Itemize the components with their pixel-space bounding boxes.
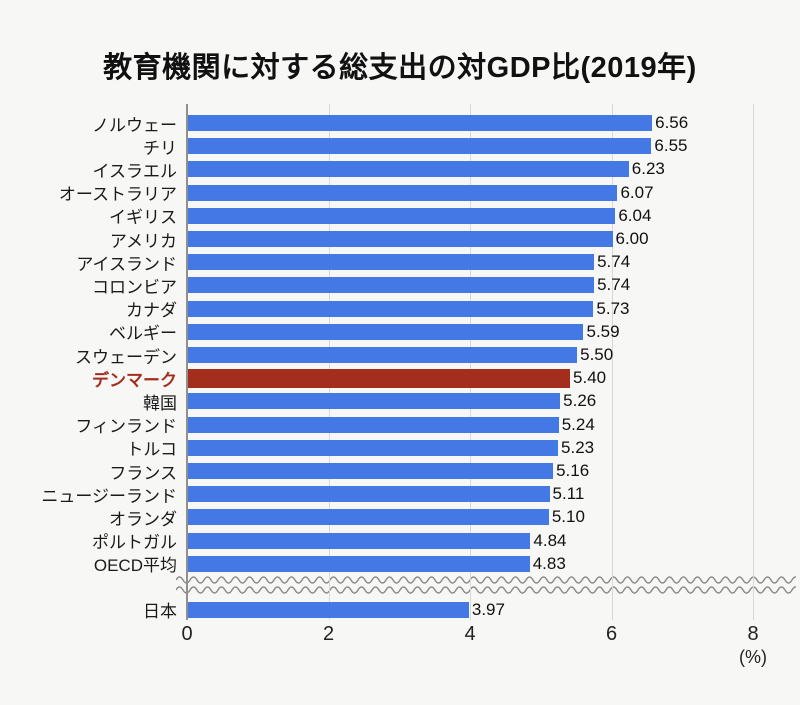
bar-label: オーストラリア [58,185,177,205]
y-axis-line [186,104,188,620]
bar-row: オランダ 5.10 [0,506,796,529]
bar-row: アイスランド 5.74 [0,251,796,274]
gridline [611,104,613,620]
bar-row: ノルウェー 6.56 [0,112,796,135]
bar-row: ベルギー 5.59 [0,320,796,344]
bar [188,509,549,526]
bar-label: アメリカ [109,231,177,251]
bar-label: フィンランド [75,417,177,437]
bar-row: フィンランド 5.24 [0,413,796,437]
bar-label: 日本 [143,602,177,622]
bar [188,300,594,317]
x-axis-tick-label: 0 [181,623,193,645]
bar [188,184,618,201]
bar [188,254,595,271]
bar-value-label: 5.11 [552,484,585,504]
x-axis-tick-label: 6 [605,623,618,645]
bar-row: フランス 5.16 [0,460,796,483]
bar [188,323,584,340]
bar [188,368,571,388]
bar [188,463,554,480]
bar-value-label: 6.00 [615,229,649,249]
bar-row: イスラエル 6.23 [0,158,796,181]
bar-value-label: 5.40 [573,368,607,388]
bar-value-label: 5.23 [561,437,595,457]
bar-row: トルコ 5.23 [0,436,796,460]
bar-row: 韓国 5.26 [0,390,796,413]
bar-value-label: 5.74 [597,275,631,295]
bar-label: ポルトガル [92,533,177,553]
bar-row: コロンビア 5.74 [0,274,796,297]
bar [188,161,629,178]
bar [188,115,653,132]
x-axis-unit-label: (%) [739,647,767,667]
bar [188,207,616,224]
bar-row: スウェーデン 5.50 [0,344,796,367]
bar [188,393,561,410]
bar-value-label: 5.73 [596,298,630,318]
bar-label: チリ [143,138,177,158]
bar-value-label: 6.55 [654,136,688,156]
bar-label: 韓国 [143,393,177,413]
bar-label: ベルギー [109,324,177,344]
bar-value-label: 4.83 [532,553,566,573]
axis-break-wave [176,576,796,594]
bar-label: アイスランド [76,254,177,274]
bar-row: 日本 3.97 [0,598,796,622]
bar-label: イスラエル [92,161,178,181]
bar-value-label: 5.74 [597,252,631,272]
bar [188,439,559,456]
x-axis-tick-label: 4 [464,623,476,645]
bar-label: コロンビア [92,277,177,297]
bar-value-label: 6.56 [655,113,689,133]
bar-value-label: 5.24 [561,414,595,434]
bar-label: カナダ [126,301,177,321]
bar-row: アメリカ 6.00 [0,228,796,251]
bar-row: オーストラリア 6.07 [0,181,796,205]
bar [188,231,613,248]
bar [188,555,530,572]
bar-value-label: 4.84 [533,530,567,550]
bar [188,532,531,549]
bar-value-label: 5.26 [563,391,597,411]
bar [188,138,652,155]
bar-row: OECD平均 4.83 [0,552,796,576]
bar-row: イギリス 6.04 [0,204,796,228]
bar-value-label: 5.16 [556,461,590,481]
bar-label: ニュージーランド [41,486,177,506]
bar-label: デンマーク [92,370,177,390]
x-axis-tick-label: 2 [322,623,335,645]
bar-value-label: 6.07 [620,182,654,202]
bar-label: イギリス [109,208,177,228]
bar [188,347,578,364]
bar-label: トルコ [126,440,177,460]
bar-value-label: 5.59 [586,321,620,341]
bar-row: カナダ 5.73 [0,297,796,321]
bar-label: OECD平均 [93,556,177,576]
bar [188,416,559,433]
bar-label: ノルウェー [92,115,177,135]
x-axis-tick-label: 8 [747,623,759,645]
bar-row: デンマーク 5.40 [0,367,796,390]
bar [188,601,469,618]
bar-label: オランダ [109,509,177,529]
wave-line [176,576,796,584]
chart-title: 教育機関に対する総支出の対GDP比(2019年) [103,52,697,84]
bar-label: スウェーデン [75,347,177,367]
wave-line [176,586,796,594]
bar-value-label: 5.50 [580,345,614,365]
bar-value-label: 6.04 [618,205,652,225]
bar-value-label: 5.10 [551,507,585,527]
gridline [753,104,754,620]
bar-label: フランス [109,463,177,483]
bar-row: チリ 6.55 [0,135,796,158]
bar [188,486,550,503]
bar-row: ポルトガル 4.84 [0,529,796,553]
bar-row: ニュージーランド 5.11 [0,483,796,506]
bar [188,277,595,294]
bar-value-label: 6.23 [631,159,665,179]
bar-value-label: 3.97 [471,599,505,619]
